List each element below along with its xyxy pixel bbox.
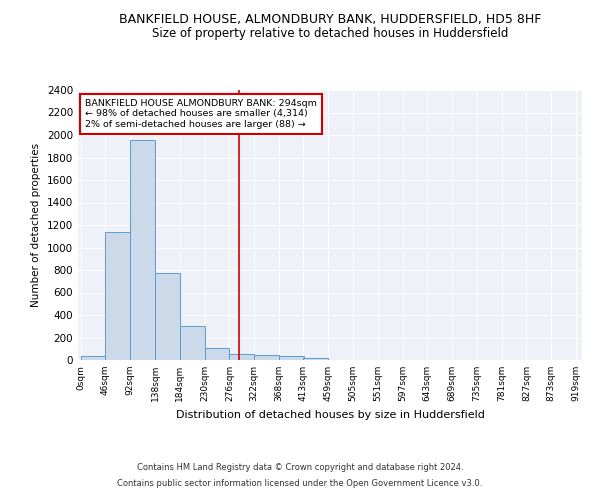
Text: BANKFIELD HOUSE ALMONDBURY BANK: 294sqm
← 98% of detached houses are smaller (4,: BANKFIELD HOUSE ALMONDBURY BANK: 294sqm …: [85, 99, 317, 129]
Bar: [205, 348, 229, 360]
Bar: [279, 356, 304, 360]
Text: Contains HM Land Registry data © Crown copyright and database right 2024.: Contains HM Land Registry data © Crown c…: [137, 464, 463, 472]
Bar: [254, 355, 279, 360]
Text: Contains public sector information licensed under the Open Government Licence v3: Contains public sector information licen…: [118, 478, 482, 488]
X-axis label: Distribution of detached houses by size in Huddersfield: Distribution of detached houses by size …: [176, 410, 484, 420]
Bar: [180, 326, 205, 360]
Bar: [229, 354, 254, 360]
Bar: [155, 274, 180, 360]
Y-axis label: Number of detached properties: Number of detached properties: [31, 143, 41, 307]
Text: BANKFIELD HOUSE, ALMONDBURY BANK, HUDDERSFIELD, HD5 8HF: BANKFIELD HOUSE, ALMONDBURY BANK, HUDDER…: [119, 12, 541, 26]
Text: Size of property relative to detached houses in Huddersfield: Size of property relative to detached ho…: [152, 28, 508, 40]
Bar: [130, 140, 155, 360]
Bar: [80, 356, 106, 360]
Bar: [304, 358, 328, 360]
Bar: [106, 232, 130, 360]
